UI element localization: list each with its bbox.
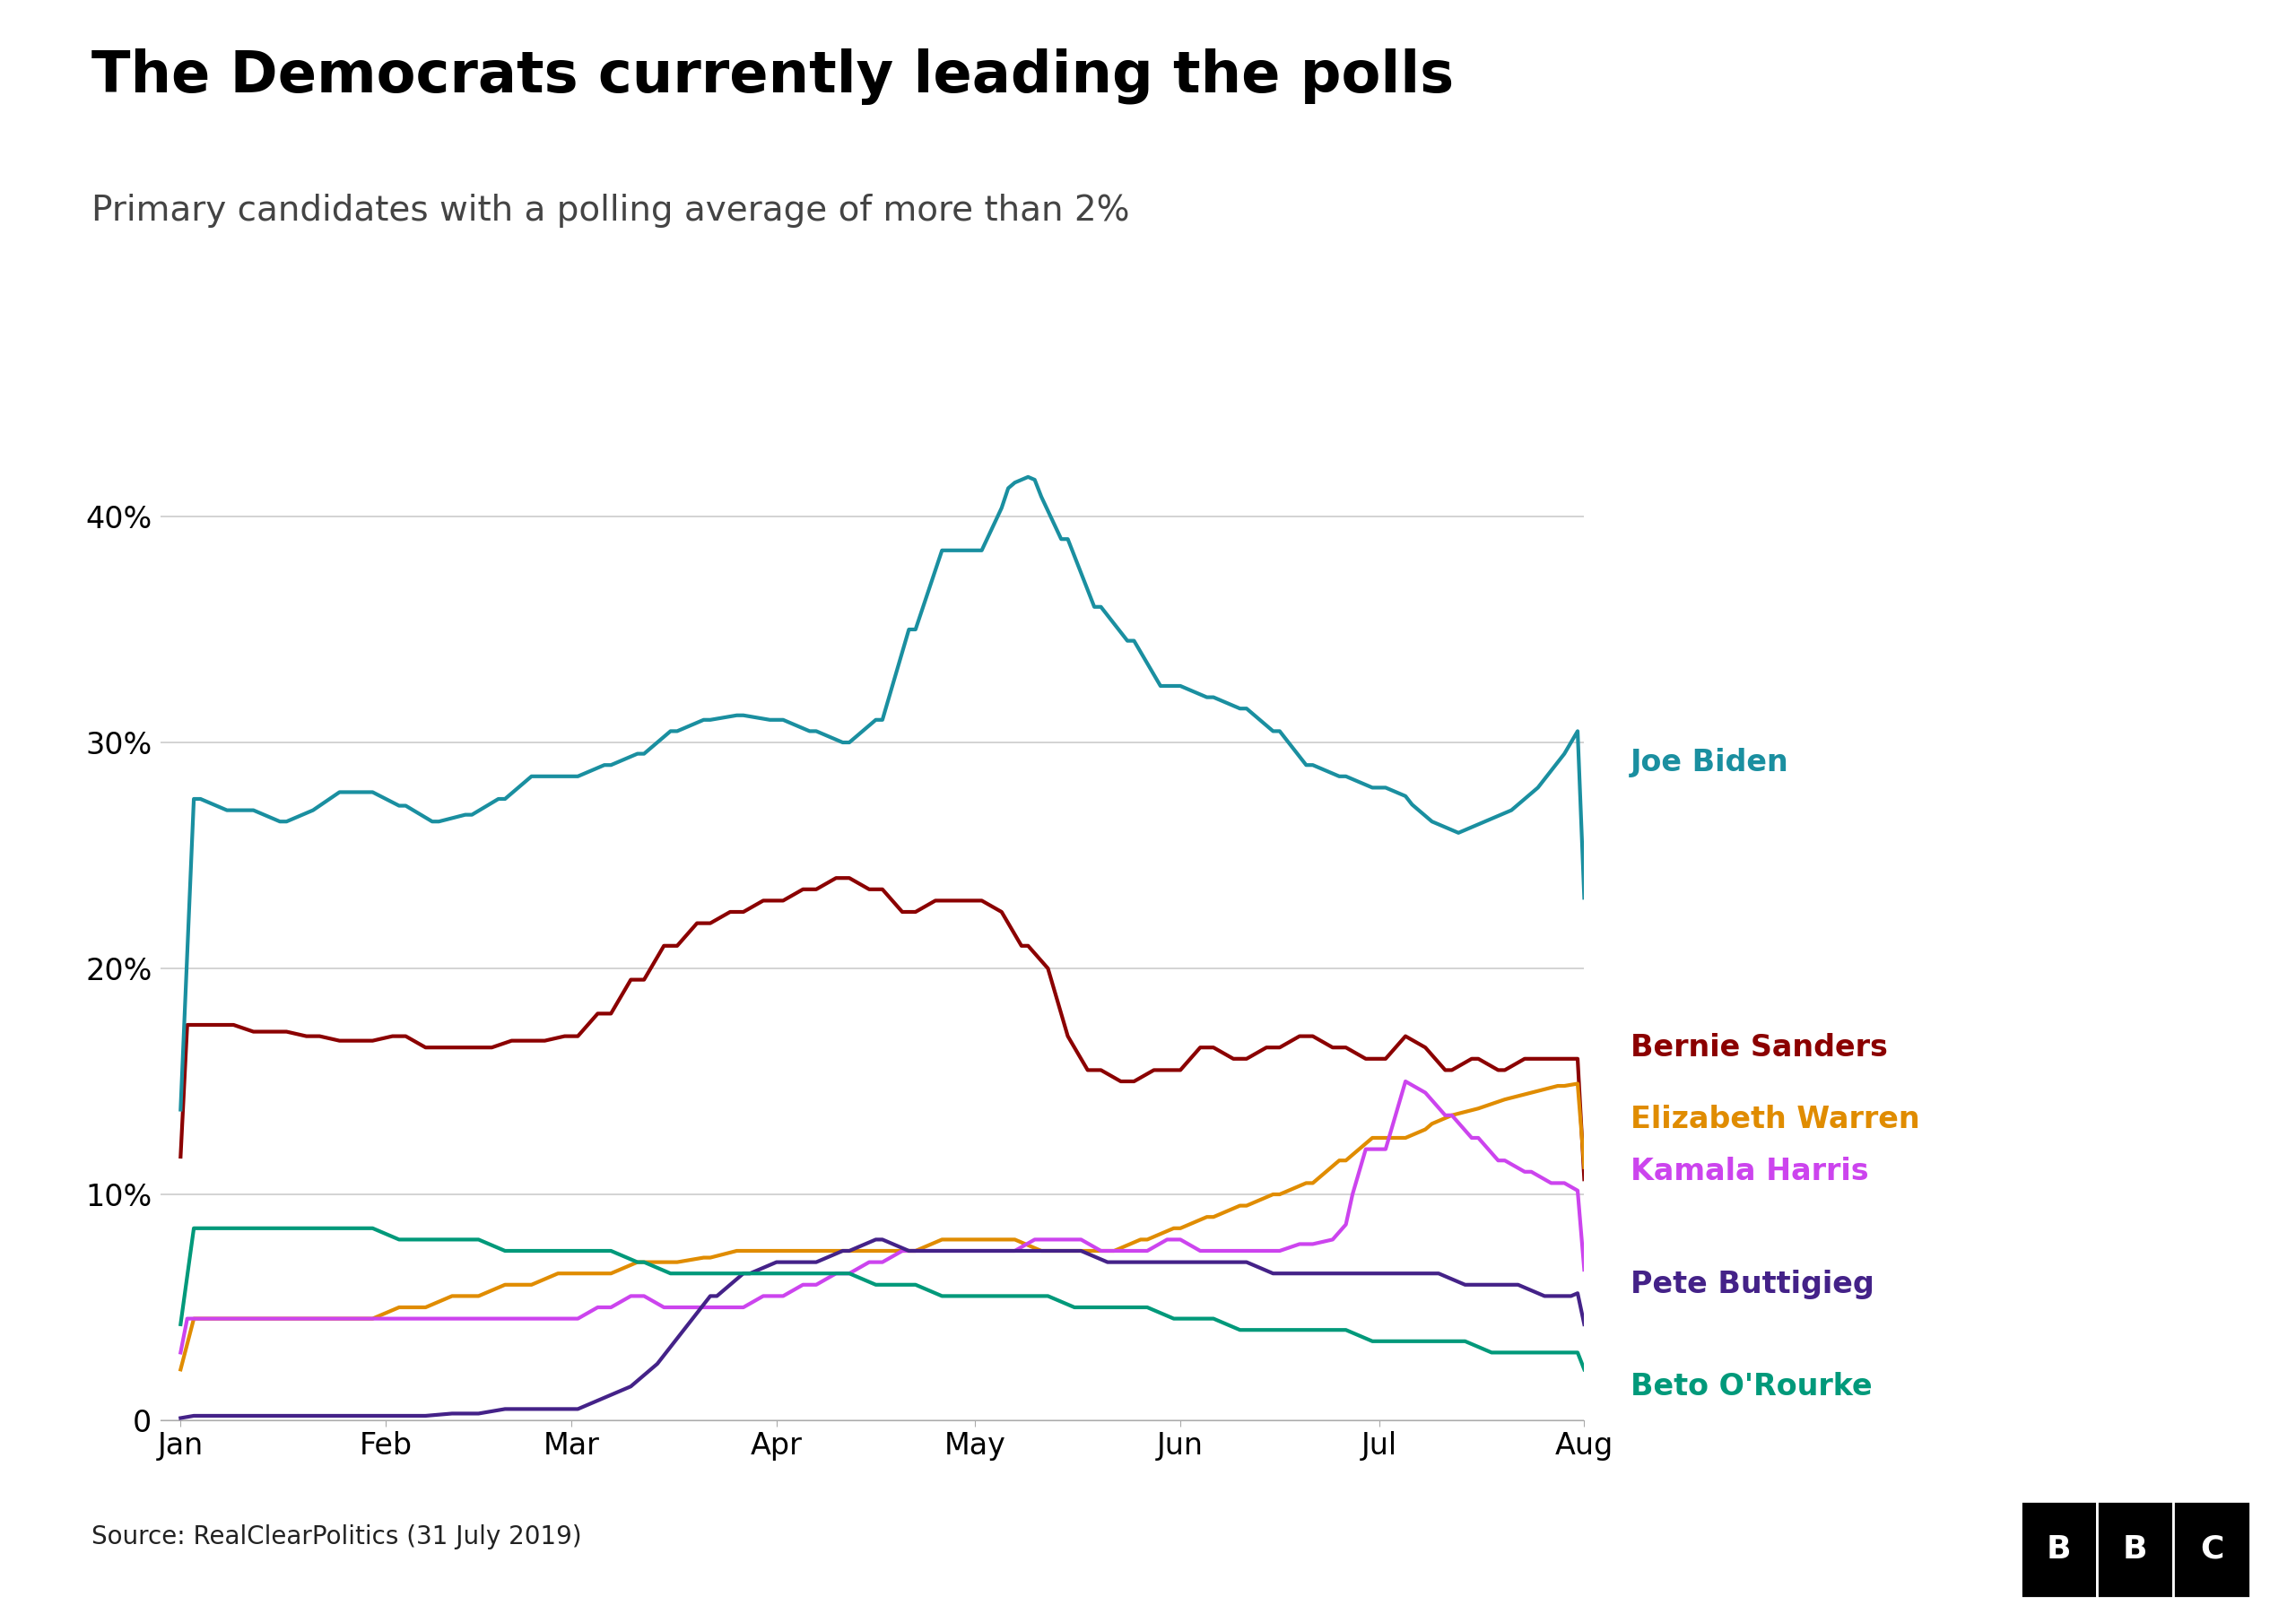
Text: Joe Biden: Joe Biden (1630, 747, 1789, 776)
Text: C: C (2200, 1535, 2223, 1564)
Text: Bernie Sanders: Bernie Sanders (1630, 1033, 1887, 1062)
Bar (2096, 1501, 2174, 1598)
Text: B: B (2046, 1535, 2071, 1564)
Text: Beto O'Rourke: Beto O'Rourke (1630, 1372, 1871, 1401)
Text: B: B (2124, 1535, 2147, 1564)
Text: Kamala Harris: Kamala Harris (1630, 1157, 1869, 1186)
Text: Elizabeth Warren: Elizabeth Warren (1630, 1106, 1919, 1135)
Bar (2020, 1501, 2096, 1598)
Text: Primary candidates with a polling average of more than 2%: Primary candidates with a polling averag… (92, 194, 1130, 228)
Text: Pete Buttigieg: Pete Buttigieg (1630, 1270, 1874, 1299)
Text: Source: RealClearPolitics (31 July 2019): Source: RealClearPolitics (31 July 2019) (92, 1524, 583, 1549)
Text: The Democrats currently leading the polls: The Democrats currently leading the poll… (92, 48, 1453, 105)
Bar (2174, 1501, 2250, 1598)
